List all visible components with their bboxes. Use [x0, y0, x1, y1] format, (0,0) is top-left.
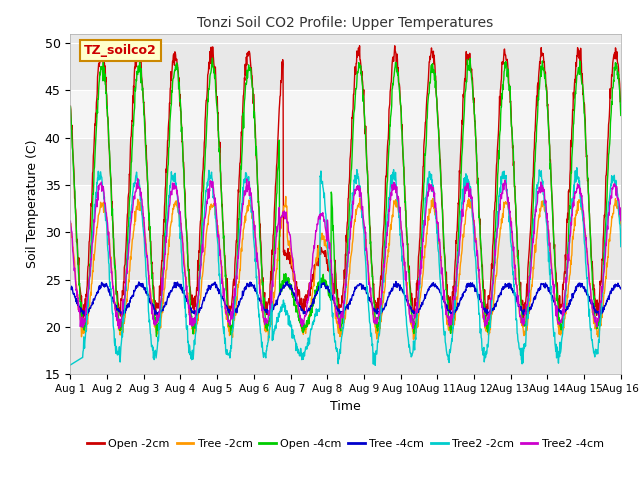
Tree2 -4cm: [432, 200, 440, 206]
Open -2cm: [67, 103, 74, 109]
Tree2 -4cm: [115, 325, 123, 331]
Tree2 -4cm: [177, 210, 184, 216]
Bar: [70, 280, 621, 327]
Tree2 -2cm: [504, 192, 511, 198]
Tree -2cm: [175, 215, 183, 220]
Tree -4cm: [552, 303, 559, 309]
Tree -4cm: [189, 308, 196, 314]
Open -4cm: [252, 135, 259, 141]
Tree2 -4cm: [552, 308, 560, 314]
Open -2cm: [79, 316, 86, 322]
Open -2cm: [176, 103, 184, 109]
Tree -2cm: [617, 223, 625, 228]
Bar: [70, 327, 621, 374]
Tree -2cm: [250, 224, 258, 229]
Open -2cm: [356, 43, 364, 48]
Tree2 -2cm: [175, 224, 183, 229]
Tree2 -2cm: [431, 200, 439, 206]
Legend: Open -2cm, Tree -2cm, Open -4cm, Tree -4cm, Tree2 -2cm, Tree2 -4cm: Open -2cm, Tree -2cm, Open -4cm, Tree -4…: [83, 434, 608, 454]
Tree2 -2cm: [67, 362, 74, 368]
Line: Tree2 -2cm: Tree2 -2cm: [70, 168, 621, 365]
Line: Tree2 -4cm: Tree2 -4cm: [70, 179, 621, 328]
Tree -2cm: [432, 205, 440, 211]
Tree2 -2cm: [250, 244, 258, 250]
Open -4cm: [617, 113, 625, 119]
Open -4cm: [189, 331, 197, 337]
Tree2 -2cm: [552, 348, 559, 354]
Tree2 -4cm: [134, 176, 141, 181]
Tree -4cm: [250, 282, 258, 288]
Line: Open -2cm: Open -2cm: [70, 46, 621, 319]
Tree -4cm: [175, 284, 183, 289]
Tree -4cm: [67, 286, 74, 291]
Open -4cm: [152, 334, 160, 339]
Line: Open -4cm: Open -4cm: [70, 58, 621, 336]
Tree -4cm: [504, 284, 511, 289]
Open -4cm: [67, 104, 74, 109]
Bar: [70, 185, 621, 232]
Tree2 -4cm: [252, 235, 259, 240]
Bar: [70, 232, 621, 280]
Bar: [70, 90, 621, 138]
Open -2cm: [432, 73, 440, 79]
Open -4cm: [552, 284, 560, 289]
Tree -4cm: [431, 281, 439, 287]
Tree2 -2cm: [573, 165, 580, 170]
Tree -4cm: [617, 286, 625, 292]
Tree -2cm: [504, 200, 511, 206]
Y-axis label: Soil Temperature (C): Soil Temperature (C): [26, 140, 39, 268]
Tree -2cm: [265, 337, 273, 343]
Bar: [70, 138, 621, 185]
Tree -2cm: [552, 310, 560, 315]
Tree2 -4cm: [67, 218, 74, 224]
Open -4cm: [432, 78, 440, 84]
Text: TZ_soilco2: TZ_soilco2: [84, 44, 157, 57]
Tree -4cm: [595, 314, 603, 320]
Tree2 -2cm: [371, 362, 379, 368]
Tree2 -4cm: [189, 323, 197, 328]
Open -2cm: [617, 96, 625, 102]
Tree2 -2cm: [189, 356, 196, 362]
Tree -2cm: [67, 222, 74, 228]
Open -4cm: [209, 55, 216, 61]
Tree2 -4cm: [617, 218, 625, 224]
Tree -4cm: [284, 278, 291, 284]
Open -2cm: [552, 271, 560, 276]
Tree -2cm: [282, 193, 289, 199]
Bar: [70, 43, 621, 90]
Tree2 -4cm: [504, 199, 511, 204]
Open -2cm: [504, 60, 511, 66]
X-axis label: Time: Time: [330, 400, 361, 413]
Title: Tonzi Soil CO2 Profile: Upper Temperatures: Tonzi Soil CO2 Profile: Upper Temperatur…: [198, 16, 493, 30]
Open -2cm: [189, 302, 197, 308]
Open -4cm: [504, 68, 511, 74]
Tree -2cm: [189, 327, 196, 333]
Open -4cm: [176, 98, 184, 104]
Line: Tree -4cm: Tree -4cm: [70, 281, 621, 317]
Line: Tree -2cm: Tree -2cm: [70, 196, 621, 340]
Open -2cm: [251, 120, 259, 126]
Tree2 -2cm: [617, 244, 625, 250]
